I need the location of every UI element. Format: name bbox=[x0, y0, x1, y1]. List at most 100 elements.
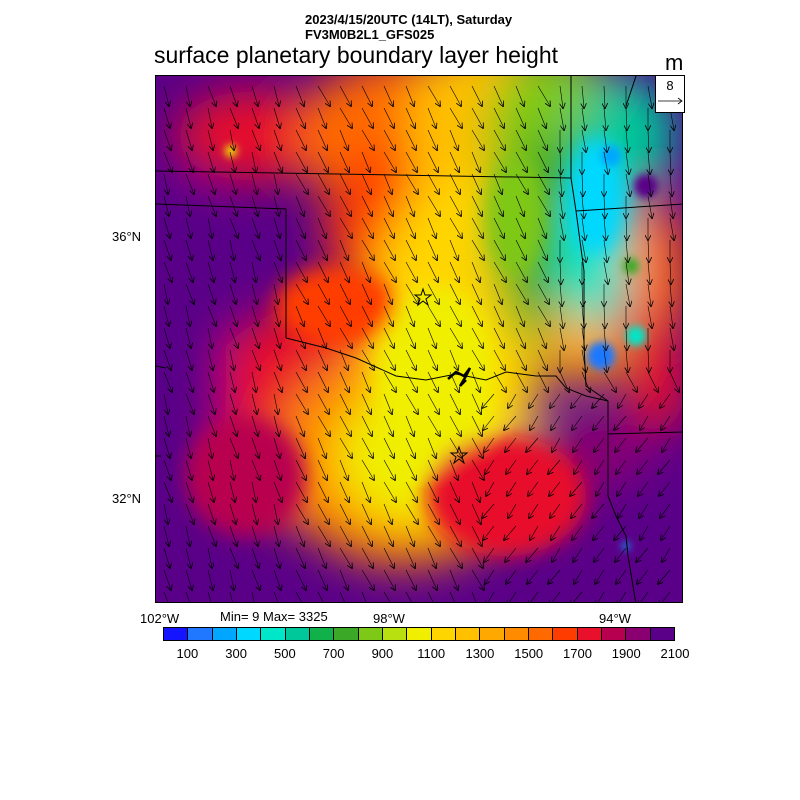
wind-arrow bbox=[647, 85, 652, 108]
wind-arrow bbox=[570, 481, 583, 496]
wind-arrow bbox=[163, 591, 169, 602]
wind-arrow bbox=[383, 459, 395, 480]
wind-arrow bbox=[647, 195, 652, 218]
wind-arrow bbox=[515, 305, 524, 326]
wind-arrow bbox=[507, 591, 517, 602]
wind-arrow bbox=[471, 305, 482, 326]
wind-arrow bbox=[273, 349, 281, 370]
wind-arrow bbox=[295, 547, 305, 568]
wind-arrow bbox=[618, 393, 627, 408]
wind-arrow bbox=[515, 327, 525, 348]
wind-arrow bbox=[515, 283, 528, 304]
wind-arrow bbox=[405, 349, 416, 370]
wind-arrow bbox=[339, 591, 345, 602]
wind-arrow bbox=[295, 393, 308, 414]
wind-arrow bbox=[604, 129, 607, 152]
wind-arrow bbox=[449, 371, 459, 392]
wind-arrow bbox=[449, 239, 458, 260]
wind-arrow bbox=[339, 371, 349, 392]
wind-arrow bbox=[427, 371, 438, 392]
wind-arrow bbox=[185, 415, 190, 436]
wind-arrow bbox=[295, 327, 305, 348]
wind-arrow bbox=[295, 85, 304, 106]
wind-arrow bbox=[626, 217, 627, 240]
wind-arrow bbox=[405, 459, 416, 480]
wind-arrow bbox=[229, 591, 233, 602]
color-field bbox=[156, 76, 682, 602]
colorbar-swatch bbox=[601, 628, 627, 640]
wind-arrow bbox=[273, 481, 282, 502]
wind-arrow bbox=[486, 481, 495, 496]
wind-arrow bbox=[552, 547, 561, 562]
wind-arrow bbox=[552, 437, 561, 452]
wind-arrow bbox=[185, 371, 193, 392]
wind-arrow bbox=[427, 437, 436, 458]
colorbar-swatch bbox=[188, 628, 213, 640]
wind-arrow bbox=[515, 173, 528, 194]
wind-arrow bbox=[593, 525, 605, 540]
colorbar-label: 1100 bbox=[417, 646, 446, 661]
wind-arrow bbox=[251, 327, 259, 348]
wind-arrow bbox=[361, 239, 374, 260]
wind-arrow bbox=[427, 481, 438, 502]
wind-arrow bbox=[639, 503, 649, 518]
colorbar-label: 100 bbox=[176, 646, 199, 661]
wind-arrow bbox=[574, 569, 583, 584]
wind-arrow bbox=[616, 569, 627, 584]
wind-arrow bbox=[537, 151, 548, 172]
wind-arrow bbox=[559, 371, 569, 392]
wind-arrow bbox=[660, 503, 671, 518]
wind-arrow bbox=[317, 261, 328, 282]
wind-arrow bbox=[449, 591, 455, 602]
colorbar-swatch bbox=[261, 628, 286, 640]
wind-arrow bbox=[648, 283, 651, 306]
wind-arrow bbox=[339, 437, 352, 458]
wind-arrow bbox=[229, 217, 238, 238]
wind-arrow bbox=[660, 393, 671, 408]
wind-arrow bbox=[229, 349, 234, 370]
wind-arrow bbox=[508, 393, 517, 408]
wind-arrow bbox=[493, 173, 502, 194]
wind-arrow bbox=[515, 371, 527, 392]
wind-arrow bbox=[229, 547, 238, 568]
wind-arrow bbox=[361, 107, 373, 128]
vector-reference-box: 8 bbox=[655, 75, 685, 113]
wind-arrow bbox=[273, 129, 281, 150]
wind-arrow bbox=[251, 261, 256, 282]
wind-arrow bbox=[615, 547, 627, 562]
wind-arrow bbox=[604, 195, 605, 218]
wind-arrow bbox=[229, 305, 237, 326]
wind-arrow bbox=[560, 85, 563, 108]
wind-arrow bbox=[648, 261, 650, 284]
wind-arrow bbox=[648, 349, 649, 372]
wind-arrow bbox=[317, 327, 326, 348]
wind-arrow bbox=[515, 129, 526, 150]
wind-arrow bbox=[317, 173, 329, 194]
wind-arrow bbox=[383, 591, 391, 602]
wind-arrow bbox=[405, 107, 415, 128]
wind-arrow bbox=[493, 305, 503, 326]
wind-arrow bbox=[504, 525, 517, 540]
wind-arrow bbox=[537, 283, 549, 304]
wind-arrow bbox=[582, 327, 585, 350]
wind-arrow bbox=[582, 305, 584, 328]
wind-arrow bbox=[383, 525, 393, 546]
wind-arrow bbox=[405, 173, 418, 194]
wind-arrow bbox=[493, 283, 502, 304]
wind-arrow bbox=[317, 371, 328, 392]
wind-arrow bbox=[427, 349, 437, 370]
river bbox=[447, 367, 472, 387]
wind-arrow bbox=[626, 349, 628, 372]
wind-arrow bbox=[560, 173, 562, 196]
wind-arrow bbox=[560, 305, 563, 328]
wind-arrow bbox=[317, 151, 328, 172]
pbl-height-map bbox=[156, 76, 682, 602]
wind-arrow bbox=[537, 195, 550, 216]
wind-arrow bbox=[573, 437, 583, 452]
wind-arrow bbox=[317, 415, 330, 436]
wind-arrow bbox=[670, 283, 672, 306]
wind-arrow bbox=[427, 217, 436, 238]
wind-arrow bbox=[273, 459, 281, 480]
wind-arrow bbox=[625, 371, 637, 392]
wind-arrow bbox=[185, 195, 190, 216]
